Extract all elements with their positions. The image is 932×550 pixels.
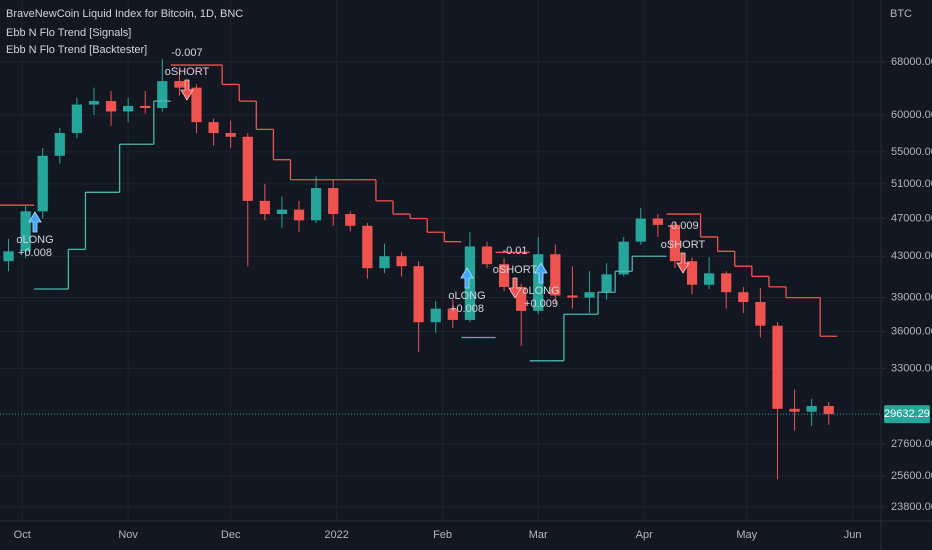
candle-body (20, 211, 31, 252)
candle-body (123, 105, 134, 112)
y-tick-label: 68000.00 (891, 56, 932, 68)
indicator-label: Ebb N Flo Trend [Backtester] (6, 44, 147, 56)
candle-body (345, 214, 356, 226)
signal-arrow (180, 79, 194, 101)
candle-body (105, 101, 117, 112)
candle-body (601, 274, 612, 293)
candle-body (533, 254, 544, 311)
y-tick-label: 33000.00 (891, 362, 932, 374)
signal-arrow (28, 211, 42, 233)
signal-result: -0.01 (502, 245, 527, 257)
signal-label: oLONG (16, 234, 53, 246)
candle-body (54, 133, 65, 156)
candle-body (225, 133, 236, 137)
candle-body (362, 225, 373, 269)
signal-result: -0.009 (667, 220, 698, 232)
x-tick-label: Dec (221, 529, 241, 541)
candle-body (88, 101, 100, 105)
y-tick-label: 36000.00 (891, 325, 932, 337)
candle-body (806, 406, 817, 412)
signal-label: oSHORT (165, 66, 210, 78)
y-tick-label: 23800.00 (891, 501, 932, 513)
candle-body (635, 218, 646, 242)
y-tick-label: 51000.00 (891, 178, 932, 190)
grid (0, 0, 880, 520)
y-tick-label: 43000.00 (891, 250, 932, 262)
candle-body (430, 308, 441, 323)
x-tick-label: May (736, 529, 757, 541)
currency-label: BTC (890, 8, 912, 20)
candle-body (704, 273, 715, 285)
candle-body (157, 81, 168, 108)
last-price-box (884, 405, 930, 424)
candle-body (396, 256, 407, 267)
candle-body (772, 325, 783, 409)
candle-body (174, 81, 185, 88)
y-tick-label: 47000.00 (891, 212, 932, 224)
signal-label: oSHORT (661, 239, 706, 251)
x-tick-label: Mar (529, 529, 548, 541)
signal-arrow (508, 277, 522, 299)
y-tick-label: 39000.00 (891, 292, 932, 304)
candle-body (37, 155, 48, 212)
candle-body (584, 292, 595, 298)
candle-body (823, 406, 834, 415)
candle-body (310, 188, 322, 221)
y-tick-label: 55000.00 (891, 146, 932, 158)
candle-body (464, 246, 476, 320)
candle-body (652, 218, 663, 225)
candle-body (447, 308, 458, 320)
signal-result: +0.008 (450, 303, 484, 315)
y-tick-label: 60000.00 (891, 109, 932, 121)
signal-result: +0.009 (524, 298, 558, 310)
candle-body (721, 273, 732, 293)
candle-body (755, 301, 766, 326)
candle-body (242, 136, 253, 201)
last-price-label: 29632.29 (884, 408, 930, 420)
candle-body (379, 256, 390, 269)
x-tick-label: Jun (844, 529, 862, 541)
candle-body (3, 251, 14, 262)
candle-body (140, 105, 151, 108)
signal-arrow (676, 252, 690, 274)
candle-body (516, 286, 527, 311)
candle-body (550, 254, 561, 296)
candle-body (498, 264, 510, 287)
chart-title: BraveNewCoin Liquid Index for Bitcoin, 1… (6, 8, 243, 20)
x-tick-label: Oct (14, 529, 31, 541)
plot: oLONG+0.008-0.007oSHORToLONG+0.008-0.01o… (0, 47, 880, 480)
candle-body (567, 295, 578, 298)
x-tick-label: Feb (433, 529, 452, 541)
candle-body (789, 408, 800, 412)
candle-body (208, 122, 219, 134)
x-tick-label: 2022 (324, 529, 348, 541)
candle-body (328, 188, 339, 215)
x-tick-label: Apr (636, 529, 653, 541)
candle-body (669, 224, 681, 262)
signal-label: oSHORT (493, 264, 538, 276)
signal-result: -0.007 (171, 47, 202, 59)
candle-body (276, 209, 288, 215)
indicator-label: Ebb N Flo Trend [Signals] (6, 27, 131, 39)
candle-body (481, 246, 493, 265)
signal-label: oLONG (448, 290, 485, 302)
signal-result: +0.008 (18, 247, 52, 259)
candle-body (259, 200, 270, 215)
y-tick-label: 27600.00 (891, 438, 932, 450)
candle-body (413, 266, 424, 323)
signal-label: oLONG (522, 285, 559, 297)
y-tick-label: 25600.00 (891, 470, 932, 482)
signal-arrow (534, 262, 548, 284)
candle-body (738, 292, 749, 302)
candle-body (293, 209, 305, 221)
candle-body (686, 261, 698, 285)
candle-body (71, 104, 83, 134)
x-tick-label: Nov (118, 529, 138, 541)
candle-body (618, 241, 629, 275)
candle-body (191, 87, 202, 123)
signal-arrow (460, 267, 474, 289)
